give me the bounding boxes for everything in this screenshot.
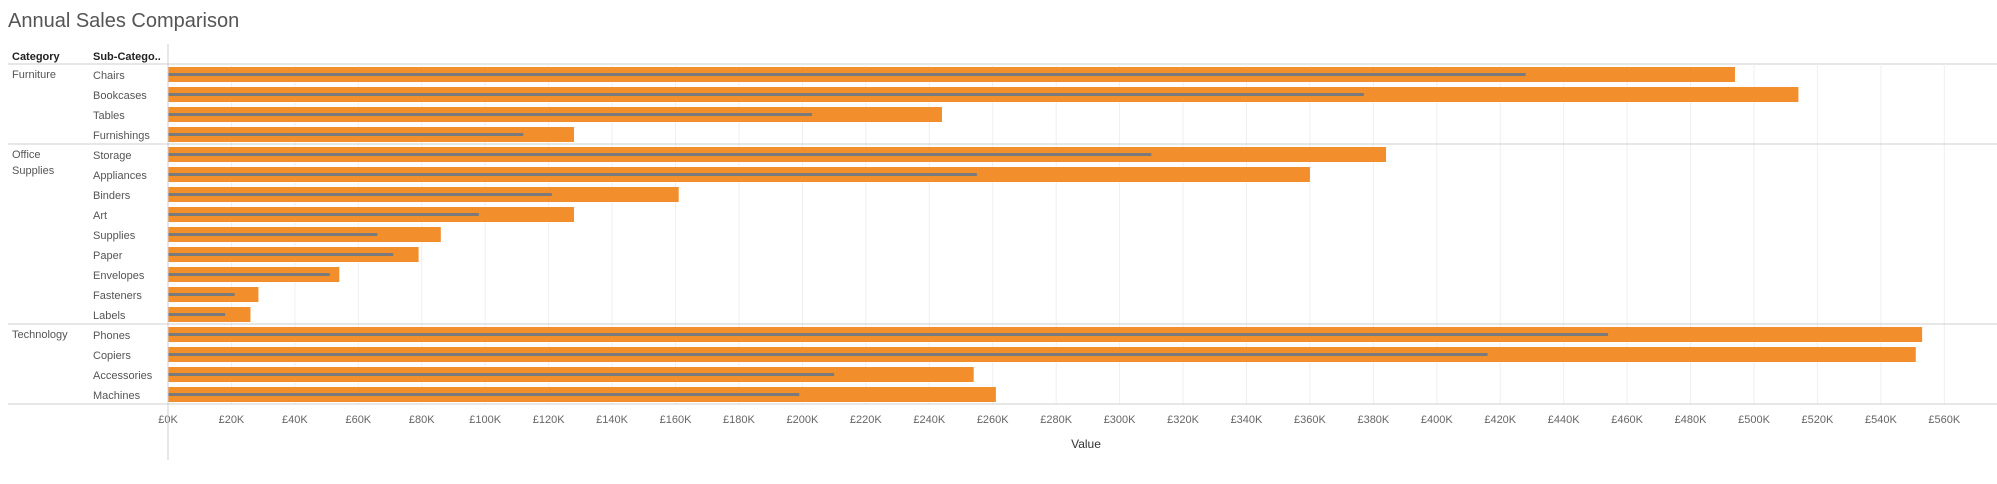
subcategory-label: Labels [93, 310, 126, 322]
subcategory-label: Paper [93, 250, 123, 262]
x-tick-label: £380K [1357, 414, 1389, 426]
x-tick-label: £120K [533, 414, 565, 426]
reference-bar [168, 213, 479, 216]
x-tick-label: £420K [1484, 414, 1516, 426]
subcategory-label: Art [93, 210, 107, 222]
reference-bar [168, 293, 235, 296]
category-label: Technology [12, 329, 68, 341]
x-tick-label: £80K [409, 414, 435, 426]
subcategory-label: Binders [93, 190, 131, 202]
x-tick-label: £20K [219, 414, 245, 426]
category-header: Category [12, 51, 61, 63]
x-tick-label: £560K [1928, 414, 1960, 426]
subcategory-header: Sub-Catego.. [93, 51, 161, 63]
x-tick-label: £160K [660, 414, 692, 426]
subcategory-label: Chairs [93, 70, 125, 82]
reference-bar [168, 133, 524, 136]
reference-bar [168, 273, 330, 276]
reference-bar [168, 73, 1526, 76]
x-tick-label: £60K [345, 414, 371, 426]
x-tick-label: £140K [596, 414, 628, 426]
subcategory-label: Machines [93, 390, 141, 402]
x-tick-label: £540K [1865, 414, 1897, 426]
chart-title: Annual Sales Comparison [8, 10, 240, 32]
x-tick-label: £260K [977, 414, 1009, 426]
reference-bar [168, 173, 977, 176]
x-tick-label: £220K [850, 414, 882, 426]
x-tick-label: £280K [1040, 414, 1072, 426]
x-tick-label: £180K [723, 414, 755, 426]
x-tick-label: £240K [913, 414, 945, 426]
subcategory-label: Furnishings [93, 130, 150, 142]
reference-bar [168, 93, 1364, 96]
subcategory-label: Phones [93, 330, 131, 342]
subcategory-label: Supplies [93, 230, 136, 242]
x-tick-label: £460K [1611, 414, 1643, 426]
reference-bar [168, 253, 394, 256]
reference-bar [168, 373, 835, 376]
x-tick-label: £360K [1294, 414, 1326, 426]
x-tick-label: £340K [1231, 414, 1263, 426]
x-tick-label: £200K [786, 414, 818, 426]
x-tick-label: £40K [282, 414, 308, 426]
reference-bar [168, 233, 378, 236]
subcategory-label: Fasteners [93, 290, 142, 302]
reference-bar [168, 393, 800, 396]
subcategory-label: Appliances [93, 170, 147, 182]
x-tick-label: £320K [1167, 414, 1199, 426]
subcategory-label: Copiers [93, 350, 131, 362]
subcategory-label: Accessories [93, 370, 153, 382]
subcategory-label: Envelopes [93, 270, 145, 282]
category-label: Furniture [12, 69, 56, 81]
x-tick-label: £500K [1738, 414, 1770, 426]
category-label: Supplies [12, 165, 55, 177]
reference-bar [168, 333, 1609, 336]
reference-bar [168, 193, 552, 196]
x-tick-label: £440K [1548, 414, 1580, 426]
subcategory-label: Bookcases [93, 90, 147, 102]
reference-bar [168, 113, 812, 116]
x-tick-label: £520K [1802, 414, 1834, 426]
x-tick-label: £300K [1104, 414, 1136, 426]
reference-bar [168, 153, 1152, 156]
x-tick-label: £480K [1675, 414, 1707, 426]
reference-bar [168, 313, 226, 316]
x-tick-label: £400K [1421, 414, 1453, 426]
category-label: Office [12, 149, 41, 161]
x-axis-title: Value [1071, 437, 1101, 451]
subcategory-label: Storage [93, 150, 132, 162]
x-tick-label: £100K [469, 414, 501, 426]
reference-bar [168, 353, 1488, 356]
subcategory-label: Tables [93, 110, 125, 122]
